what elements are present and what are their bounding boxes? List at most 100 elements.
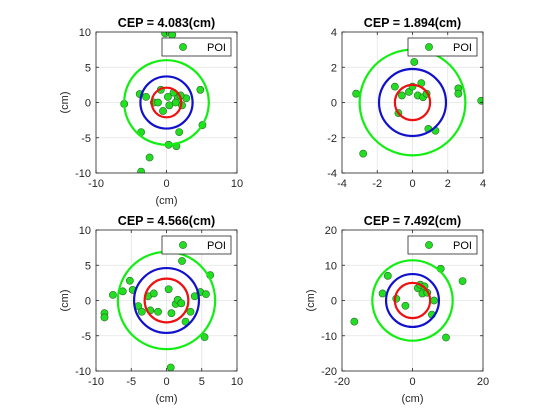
red-cep-circle bbox=[150, 86, 183, 119]
data-point bbox=[164, 92, 172, 101]
legend-marker bbox=[425, 241, 433, 249]
data-point bbox=[137, 167, 146, 173]
data-point bbox=[175, 128, 184, 137]
y-tick-label: 4 bbox=[331, 27, 337, 39]
data-point bbox=[125, 276, 134, 285]
data-point bbox=[477, 96, 483, 105]
legend-box bbox=[161, 37, 232, 57]
subplot-2: -4 -2 0 2 4 -4 -2 0 2 4 CEP = 1.894(cm) POI bbox=[327, 16, 486, 190]
red-cep-circle bbox=[393, 281, 432, 320]
x-tick-label: 4 bbox=[480, 178, 486, 190]
legend-box bbox=[161, 235, 232, 255]
data-point bbox=[378, 289, 387, 298]
x-tick-label: -10 bbox=[88, 178, 104, 190]
y-tick-label: -10 bbox=[75, 366, 91, 378]
y-tick-label: 0 bbox=[331, 98, 337, 110]
blue-cep-circle bbox=[384, 272, 441, 329]
data-point bbox=[137, 307, 146, 316]
x-tick-label: -20 bbox=[334, 376, 350, 388]
y-tick-label: -10 bbox=[321, 331, 337, 343]
y-tick-label: -2 bbox=[327, 133, 337, 145]
legend-box bbox=[407, 37, 478, 57]
legend: POI bbox=[407, 37, 478, 57]
y-tick-label: 0 bbox=[331, 296, 337, 308]
y-tick-label: -20 bbox=[321, 366, 337, 378]
legend-label: POI bbox=[207, 240, 226, 252]
blue-cep-circle bbox=[132, 266, 201, 335]
data-point bbox=[159, 107, 167, 115]
y-tick-label: -5 bbox=[81, 133, 91, 145]
y-axis-label: (cm) bbox=[59, 92, 71, 114]
data-point bbox=[178, 257, 186, 265]
y-tick-label: 0 bbox=[85, 98, 91, 110]
data-point bbox=[142, 92, 150, 101]
legend-marker bbox=[179, 241, 187, 249]
data-point bbox=[186, 307, 195, 316]
x-tick-label: 2 bbox=[445, 178, 451, 190]
legend: POI bbox=[161, 235, 232, 255]
data-point bbox=[350, 317, 359, 326]
subplot-4: -20 0 20 -20 -10 0 10 20 CEP = 7.492(cm) (cm) (cm)… bbox=[305, 214, 489, 405]
x-tick-label: -4 bbox=[337, 178, 347, 190]
x-axis-label: (cm) bbox=[156, 393, 178, 405]
data-point bbox=[383, 271, 392, 280]
y-tick-label: 2 bbox=[331, 62, 337, 74]
plot-area bbox=[100, 250, 217, 371]
y-tick-label: 5 bbox=[85, 62, 91, 74]
data-point bbox=[352, 89, 360, 98]
legend-label: POI bbox=[453, 42, 472, 54]
data-point bbox=[181, 317, 190, 326]
data-point bbox=[154, 307, 162, 316]
x-tick-label: -2 bbox=[372, 178, 382, 190]
data-point bbox=[359, 149, 368, 158]
subplot-1: -10 0 10 -10 -5 0 5 10 CEP = 4.083(cm) (cm) (cm) PO… bbox=[59, 16, 243, 207]
y-axis-label: (cm) bbox=[305, 290, 317, 312]
blue-cep-circle bbox=[139, 75, 194, 130]
red-cep-circle bbox=[143, 277, 190, 324]
chart-title: CEP = 4.083(cm) bbox=[118, 16, 215, 30]
data-point bbox=[390, 82, 399, 91]
data-point bbox=[161, 32, 169, 38]
x-axis-label: (cm) bbox=[402, 393, 424, 405]
chart-title: CEP = 7.492(cm) bbox=[364, 214, 461, 228]
data-point bbox=[165, 101, 174, 110]
data-point bbox=[401, 301, 410, 310]
y-tick-label: 10 bbox=[325, 260, 337, 272]
x-tick-label: 0 bbox=[163, 376, 169, 388]
x-tick-label: 0 bbox=[409, 376, 415, 388]
y-tick-label: 5 bbox=[85, 260, 91, 272]
chart-title: CEP = 4.566(cm) bbox=[118, 214, 215, 228]
data-point bbox=[202, 290, 210, 299]
y-tick-label: -4 bbox=[327, 168, 337, 180]
data-point bbox=[177, 299, 186, 308]
legend-marker bbox=[179, 43, 187, 51]
legend: POI bbox=[407, 235, 478, 255]
y-axis-label: (cm) bbox=[59, 290, 71, 312]
data-point bbox=[167, 309, 176, 318]
y-tick-label: -10 bbox=[75, 168, 91, 180]
y-tick-label: 10 bbox=[79, 225, 91, 237]
x-axis-label: (cm) bbox=[156, 195, 178, 207]
data-point bbox=[196, 85, 205, 94]
plot-area bbox=[350, 259, 467, 342]
data-point bbox=[458, 277, 467, 286]
legend-marker bbox=[425, 43, 433, 51]
data-point bbox=[454, 89, 463, 98]
y-tick-label: 10 bbox=[79, 27, 91, 39]
x-tick-label: 10 bbox=[231, 376, 243, 388]
x-tick-label: 0 bbox=[163, 178, 169, 190]
legend-box bbox=[407, 235, 478, 255]
data-point bbox=[442, 333, 450, 342]
legend: POI bbox=[161, 37, 232, 57]
legend-label: POI bbox=[207, 42, 226, 54]
data-point bbox=[410, 58, 419, 66]
green-cep-circle bbox=[371, 259, 454, 342]
x-tick-label: 0 bbox=[409, 178, 415, 190]
y-tick-label: 0 bbox=[85, 296, 91, 308]
data-point bbox=[164, 285, 173, 294]
data-point bbox=[109, 290, 117, 299]
x-tick-label: 5 bbox=[199, 376, 205, 388]
blue-cep-circle bbox=[377, 67, 448, 138]
data-point bbox=[200, 333, 209, 342]
